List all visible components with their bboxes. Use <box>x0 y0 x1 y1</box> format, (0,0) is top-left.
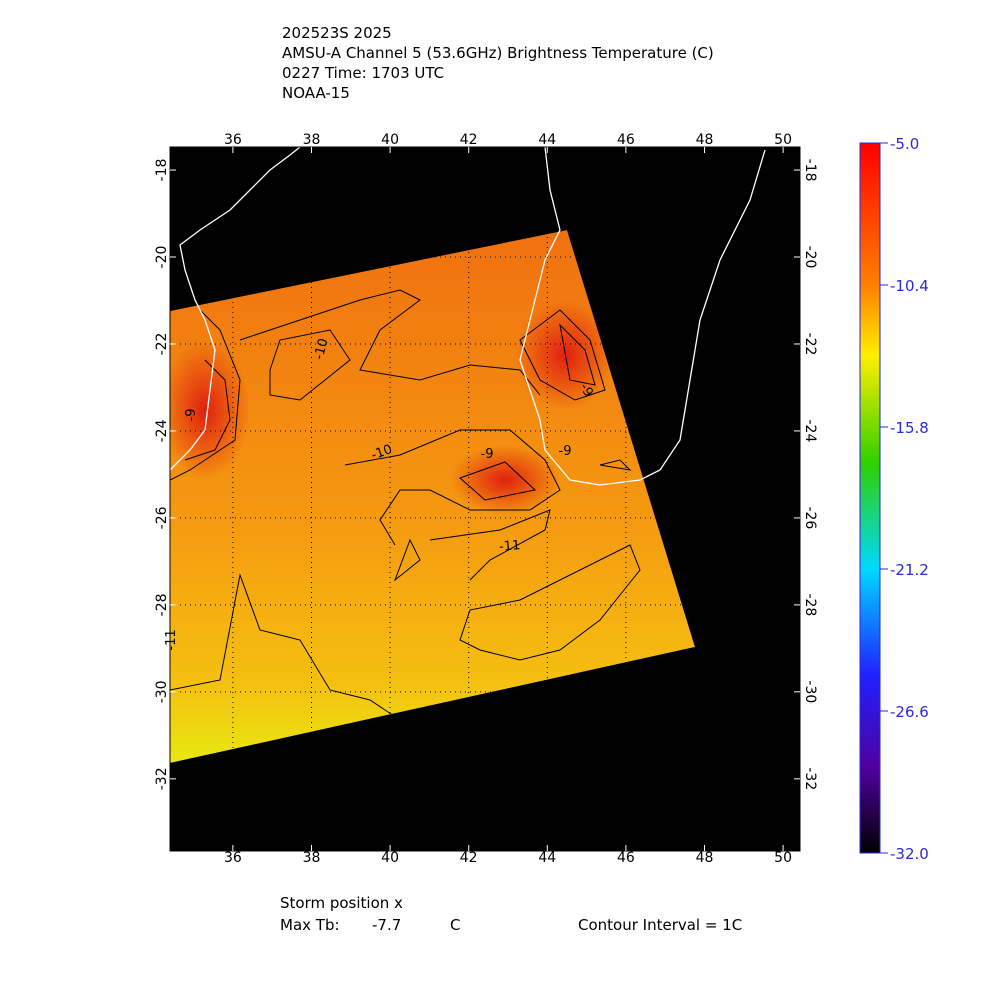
colorbar-label: -5.0 <box>890 135 919 153</box>
colorbar <box>859 142 881 854</box>
swath <box>170 230 695 763</box>
footer: Storm position x Max Tb: -7.7 C Contour … <box>280 894 742 934</box>
max-tb: -7.7 <box>372 916 401 934</box>
y-tick-label: -32 <box>802 767 818 790</box>
contour-label: -11 <box>164 629 179 650</box>
y-tick-label: -24 <box>802 420 818 443</box>
colorbar-label: -32.0 <box>890 845 929 863</box>
colorbar-label: -21.2 <box>890 561 929 579</box>
contour-label: -9 <box>559 444 572 459</box>
y-tick-label: -26 <box>154 506 170 529</box>
x-tick-label: 50 <box>774 850 792 866</box>
y-tick-label: -18 <box>154 159 170 182</box>
header: 202523S 2025 AMSU-A Channel 5 (53.6GHz) B… <box>282 24 714 102</box>
y-tick-label: -32 <box>154 767 170 790</box>
max-tb-label: Max Tb: <box>280 916 340 934</box>
x-tick-label: 48 <box>696 132 714 148</box>
colorbar-label: -10.4 <box>890 277 929 295</box>
x-tick-label: 40 <box>381 132 399 148</box>
x-tick-label: 44 <box>538 132 556 148</box>
y-tick-label: -28 <box>154 593 170 616</box>
unit: C <box>450 916 460 934</box>
y-tick-label: -20 <box>154 246 170 269</box>
x-tick-label: 38 <box>303 850 321 866</box>
contour-label: -11 <box>498 538 520 555</box>
y-tick-label: -28 <box>802 593 818 616</box>
x-tick-label: 36 <box>224 850 242 866</box>
header-line: NOAA-15 <box>282 84 350 102</box>
contour-label: -9 <box>481 447 494 462</box>
colorbar-label: -15.8 <box>890 419 929 437</box>
x-tick-label: 50 <box>774 132 792 148</box>
coastline <box>169 146 766 486</box>
contour-label: -9 <box>184 409 199 422</box>
x-tick-label: 46 <box>617 132 635 148</box>
y-tick-label: -26 <box>802 506 818 529</box>
y-tick-label: -24 <box>154 419 170 442</box>
y-tick-label: -18 <box>802 159 818 182</box>
header-line: 202523S 2025 <box>282 24 392 42</box>
header-line: AMSU-A Channel 5 (53.6GHz) Brightness Te… <box>282 44 714 62</box>
x-tick-label: 36 <box>224 132 242 148</box>
map-frame <box>169 146 801 852</box>
contour-interval: Contour Interval = 1C <box>578 916 742 934</box>
header-line: 0227 Time: 1703 UTC <box>282 64 444 82</box>
y-tick-label: -30 <box>154 680 170 703</box>
x-tick-label: 48 <box>696 850 714 866</box>
storm-position: Storm position x <box>280 894 403 912</box>
y-tick-label: -30 <box>802 680 818 703</box>
x-tick-label: 44 <box>538 850 556 866</box>
colorbar-label: -26.6 <box>890 703 929 721</box>
x-tick-label: 42 <box>460 850 478 866</box>
y-tick-label: -22 <box>154 333 170 356</box>
x-tick-label: 40 <box>381 850 399 866</box>
y-tick-label: -22 <box>802 333 818 356</box>
y-tick-label: -20 <box>802 246 818 269</box>
x-tick-label: 46 <box>617 850 635 866</box>
contour-label: -10 <box>369 442 394 463</box>
contour-label: -10 <box>312 337 332 361</box>
x-tick-label: 38 <box>303 132 321 148</box>
x-tick-label: 42 <box>460 132 478 148</box>
